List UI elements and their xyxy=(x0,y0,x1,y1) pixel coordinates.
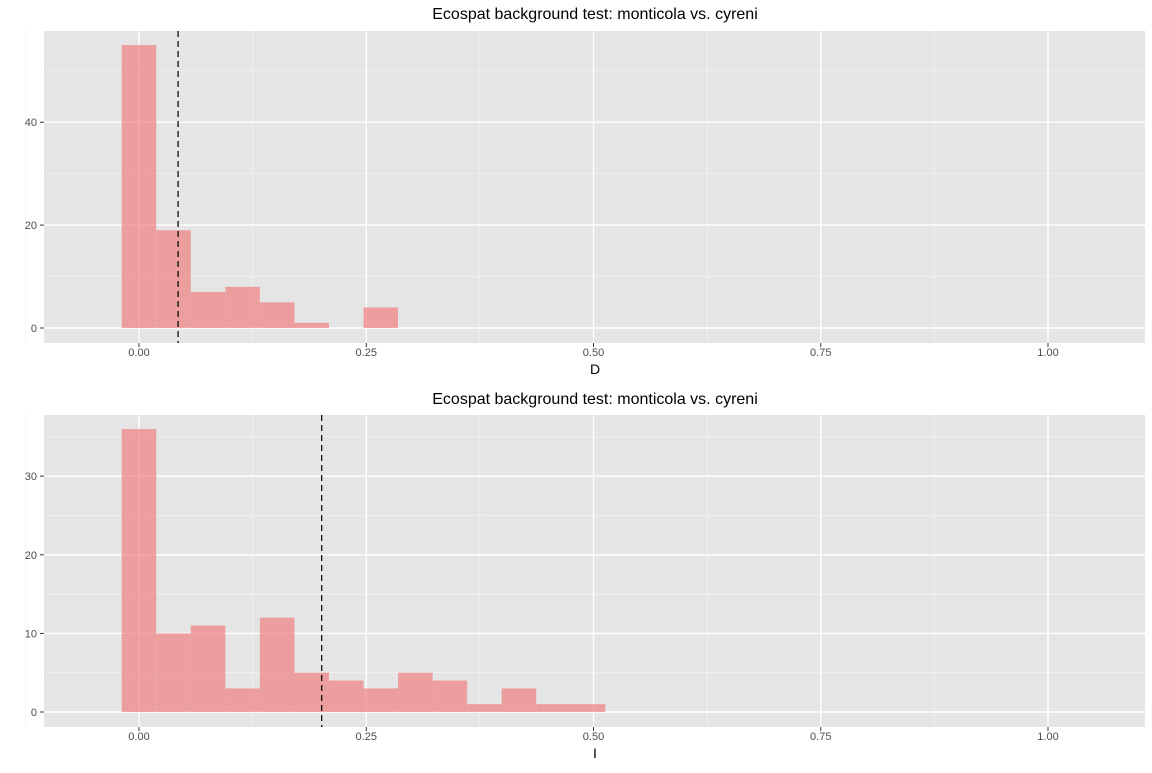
histogram-bar xyxy=(432,680,468,712)
x-axis-label: I xyxy=(593,745,597,761)
x-tick-label: 0.00 xyxy=(128,347,149,359)
chart-panel-i: Ecospat background test: monticola vs. c… xyxy=(0,384,1152,768)
histogram-bar xyxy=(467,704,502,712)
histogram-bar xyxy=(190,291,226,328)
y-tick-label: 0 xyxy=(31,323,37,335)
x-tick-label: 0.75 xyxy=(810,347,831,359)
histogram-bar xyxy=(190,625,226,712)
histogram-bar xyxy=(156,633,191,712)
histogram-bar xyxy=(225,688,260,712)
y-tick-label: 10 xyxy=(25,628,37,640)
histogram-bar xyxy=(398,672,433,712)
x-tick-label: 1.00 xyxy=(1037,731,1058,743)
histogram-bar xyxy=(259,302,295,328)
histogram-bar xyxy=(259,617,295,712)
histogram-bar xyxy=(121,429,157,712)
histogram-bar xyxy=(294,322,329,328)
y-tick-label: 0 xyxy=(31,707,37,719)
histogram-i-chart: Ecospat background test: monticola vs. c… xyxy=(25,391,1145,761)
y-tick-label: 30 xyxy=(25,471,37,483)
chart-title: Ecospat background test: monticola vs. c… xyxy=(432,6,758,23)
histogram-bar xyxy=(156,230,191,328)
histogram-bar xyxy=(363,688,399,712)
x-axis-label: D xyxy=(590,361,600,377)
histogram-bar xyxy=(570,704,606,712)
x-tick-label: 0.25 xyxy=(356,731,377,743)
histogram-bar xyxy=(536,704,571,712)
histogram-bar xyxy=(328,680,364,712)
x-tick-label: 0.50 xyxy=(583,731,604,743)
histogram-bar xyxy=(225,286,260,328)
histogram-bar xyxy=(363,307,399,328)
chart-title: Ecospat background test: monticola vs. c… xyxy=(432,391,758,408)
plot-panel xyxy=(44,415,1145,727)
x-tick-label: 0.50 xyxy=(583,347,604,359)
x-tick-label: 0.00 xyxy=(128,731,149,743)
x-tick-label: 1.00 xyxy=(1037,347,1058,359)
histogram-d-chart: Ecospat background test: monticola vs. c… xyxy=(25,6,1145,377)
histogram-bar xyxy=(501,688,537,712)
y-tick-label: 20 xyxy=(25,550,37,562)
y-tick-label: 20 xyxy=(25,220,37,232)
x-tick-label: 0.25 xyxy=(356,347,377,359)
y-tick-label: 40 xyxy=(25,117,37,129)
x-tick-label: 0.75 xyxy=(810,731,831,743)
chart-panel-d: Ecospat background test: monticola vs. c… xyxy=(0,0,1152,384)
histogram-bar xyxy=(294,672,329,712)
histogram-bar xyxy=(121,45,157,328)
